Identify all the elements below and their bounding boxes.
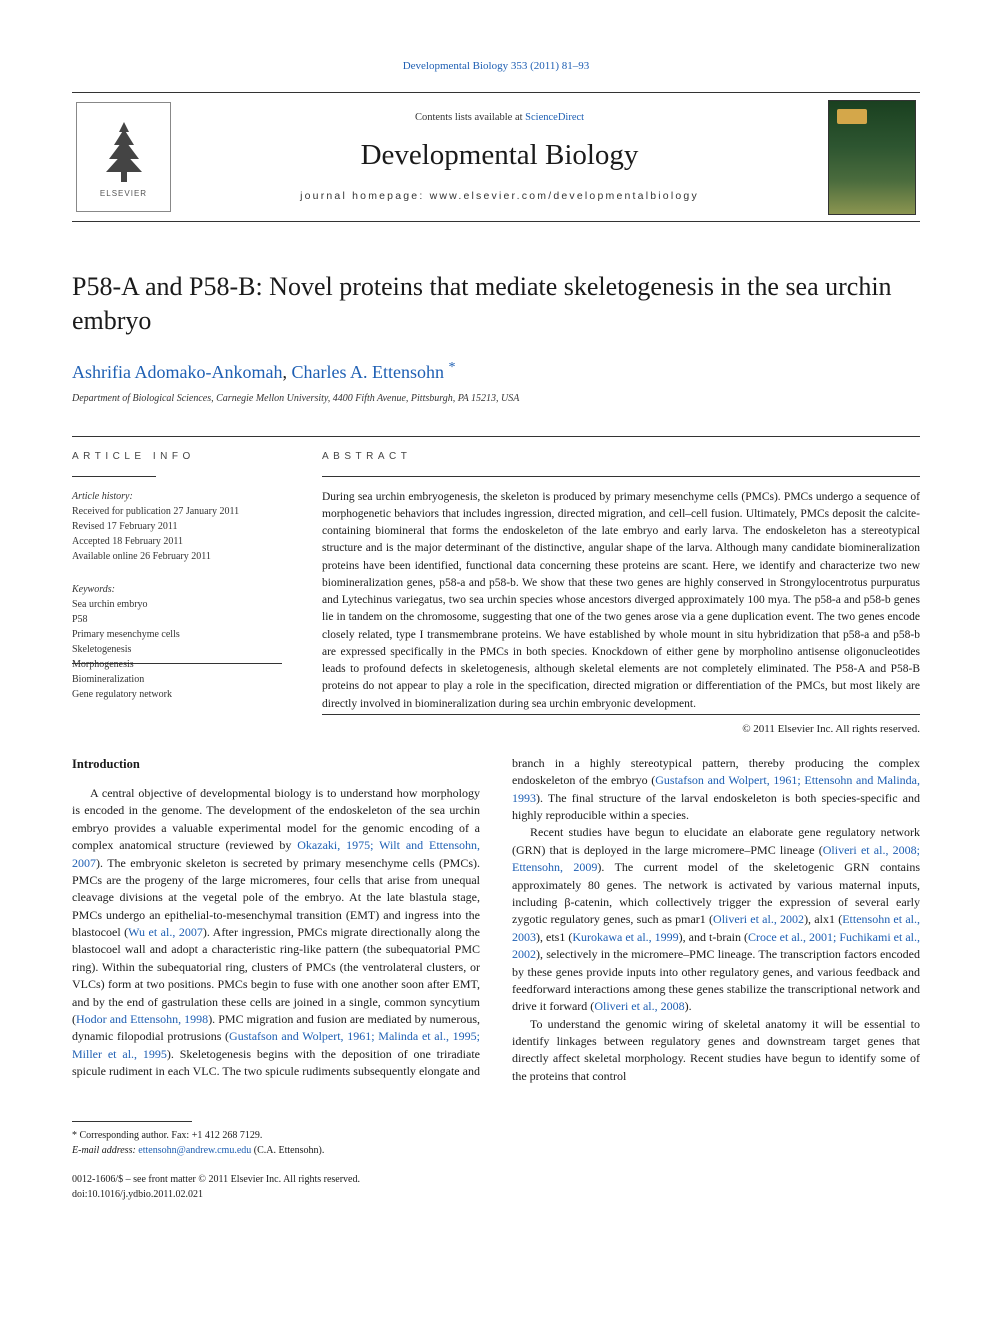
authors-line: Ashrifia Adomako-Ankomah, Charles A. Ett… bbox=[72, 360, 920, 383]
page-footer: * Corresponding author. Fax: +1 412 268 … bbox=[72, 1121, 920, 1202]
footer-copyright: 0012-1606/$ – see front matter © 2011 El… bbox=[72, 1172, 496, 1187]
info-rule bbox=[72, 476, 156, 477]
journal-name: Developmental Biology bbox=[191, 139, 808, 172]
corresponding-mark[interactable]: * bbox=[448, 360, 455, 375]
history-label: Article history: bbox=[72, 489, 282, 504]
keyword: Biomineralization bbox=[72, 672, 282, 687]
email-line: E-mail address: ettensohn@andrew.cmu.edu… bbox=[72, 1143, 496, 1158]
p2f: ), selectively in the micromere–PMC line… bbox=[512, 947, 920, 1013]
p2d: ), ets1 ( bbox=[536, 930, 572, 944]
elsevier-tree-icon bbox=[94, 117, 154, 187]
keyword: P58 bbox=[72, 612, 282, 627]
citation[interactable]: Kurokawa et al., 1999 bbox=[572, 930, 678, 944]
p2g: ). bbox=[685, 999, 692, 1013]
keyword: Gene regulatory network bbox=[72, 687, 282, 702]
corresponding-author-line: * Corresponding author. Fax: +1 412 268 … bbox=[72, 1128, 496, 1143]
doi-line: doi:10.1016/j.ydbio.2011.02.021 bbox=[72, 1187, 496, 1202]
history-accepted: Accepted 18 February 2011 bbox=[72, 534, 282, 549]
journal-header: ELSEVIER Contents lists available at Sci… bbox=[72, 92, 920, 222]
contents-available-line: Contents lists available at ScienceDirec… bbox=[191, 112, 808, 123]
email-label: E-mail address: bbox=[72, 1145, 138, 1156]
history-revised: Revised 17 February 2011 bbox=[72, 519, 282, 534]
abstract-copyright: © 2011 Elsevier Inc. All rights reserved… bbox=[322, 723, 920, 735]
article-history-block: Article history: Received for publicatio… bbox=[72, 489, 282, 564]
author-1[interactable]: Ashrifia Adomako-Ankomah bbox=[72, 362, 282, 382]
keyword: Skeletogenesis bbox=[72, 642, 282, 657]
p1f: ). The final structure of the larval end… bbox=[512, 791, 920, 822]
email-link[interactable]: ettensohn@andrew.cmu.edu bbox=[138, 1145, 251, 1156]
keyword: Morphogenesis bbox=[72, 657, 282, 672]
abstract-column: abstract During sea urchin embryogenesis… bbox=[322, 451, 920, 735]
introduction-heading: Introduction bbox=[72, 755, 480, 773]
affiliation: Department of Biological Sciences, Carne… bbox=[72, 393, 920, 404]
history-received: Received for publication 27 January 2011 bbox=[72, 504, 282, 519]
body-paragraph-2: Recent studies have begun to elucidate a… bbox=[512, 824, 920, 1015]
author-2[interactable]: Charles A. Ettensohn bbox=[291, 362, 443, 382]
abstract-heading: abstract bbox=[322, 451, 920, 462]
keyword: Sea urchin embryo bbox=[72, 597, 282, 612]
keyword: Primary mesenchyme cells bbox=[72, 627, 282, 642]
p2c: ), alx1 ( bbox=[804, 912, 842, 926]
abstract-rule bbox=[322, 476, 920, 477]
article-title: P58-A and P58-B: Novel proteins that med… bbox=[72, 270, 920, 338]
history-online: Available online 26 February 2011 bbox=[72, 549, 282, 564]
email-suffix: (C.A. Ettensohn). bbox=[251, 1145, 324, 1156]
article-info-heading: article info bbox=[72, 451, 282, 462]
keywords-label: Keywords: bbox=[72, 582, 282, 597]
article-info-column: article info Article history: Received f… bbox=[72, 451, 282, 735]
contents-text: Contents lists available at bbox=[415, 112, 525, 123]
journal-cover-thumbnail bbox=[828, 100, 916, 215]
citation[interactable]: Wu et al., 2007 bbox=[128, 925, 203, 939]
citation[interactable]: Oliveri et al., 2008 bbox=[594, 999, 684, 1013]
abstract-text: During sea urchin embryogenesis, the ske… bbox=[322, 489, 920, 713]
article-body: Introduction A central objective of deve… bbox=[72, 755, 920, 1085]
top-rule bbox=[72, 436, 920, 437]
footer-rule bbox=[72, 1121, 192, 1122]
elsevier-logo: ELSEVIER bbox=[76, 102, 171, 212]
header-center: Contents lists available at ScienceDirec… bbox=[171, 102, 828, 212]
journal-homepage-line: journal homepage: www.elsevier.com/devel… bbox=[191, 190, 808, 202]
body-paragraph-3: To understand the genomic wiring of skel… bbox=[512, 1016, 920, 1086]
sciencedirect-link[interactable]: ScienceDirect bbox=[525, 112, 584, 123]
p1c: ). After ingression, PMCs migrate direct… bbox=[72, 925, 480, 1026]
citation[interactable]: Oliveri et al., 2002 bbox=[713, 912, 804, 926]
p2e: ), and t-brain ( bbox=[679, 930, 748, 944]
elsevier-label: ELSEVIER bbox=[100, 189, 147, 198]
journal-reference-link[interactable]: Developmental Biology 353 (2011) 81–93 bbox=[72, 60, 920, 72]
keywords-block: Keywords: Sea urchin embryo P58 Primary … bbox=[72, 582, 282, 702]
citation[interactable]: Hodor and Ettensohn, 1998 bbox=[76, 1012, 208, 1026]
